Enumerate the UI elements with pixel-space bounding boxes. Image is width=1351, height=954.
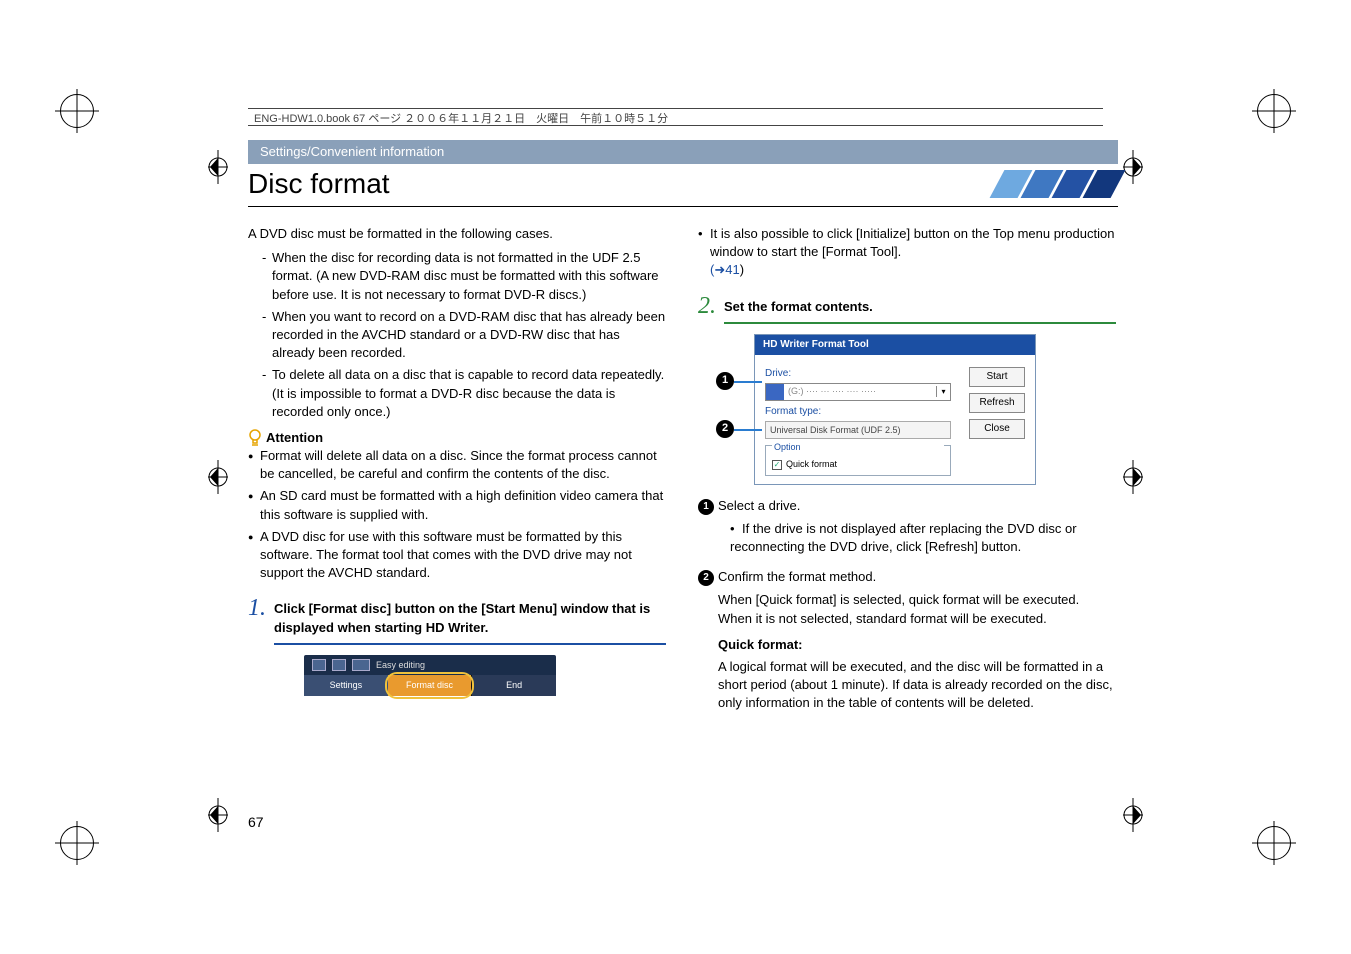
format-type-value: Universal Disk Format (UDF 2.5) xyxy=(765,421,951,439)
format-tool-dialog: HD Writer Format Tool Drive: (G:) ···· ·… xyxy=(754,334,1036,485)
regmark-top-right xyxy=(1257,94,1291,128)
circled-2-icon: 2 xyxy=(698,570,714,586)
quick-format-heading: Quick format: xyxy=(698,636,1116,654)
page-title: Disc format xyxy=(248,168,390,200)
case-item: To delete all data on a disc that is cap… xyxy=(272,366,666,421)
step-number: 1. xyxy=(248,596,266,620)
start-menu-screenshot: Easy editing Settings Format disc End xyxy=(304,655,556,696)
s1-bullet: If the drive is not displayed after repl… xyxy=(730,521,1077,554)
quick-format-label: Quick format xyxy=(786,458,837,471)
thumb-icon xyxy=(352,659,370,671)
format-disc-button[interactable]: Format disc xyxy=(388,675,472,696)
intro: A DVD disc must be formatted in the foll… xyxy=(248,225,666,243)
bullet-icon xyxy=(698,225,710,280)
thumb-icon xyxy=(332,659,346,671)
close-button[interactable]: Close xyxy=(969,419,1025,439)
refresh-button[interactable]: Refresh xyxy=(969,393,1025,413)
circled-1-icon: 1 xyxy=(698,499,714,515)
option-group: Option ✓ Quick format xyxy=(765,445,951,476)
start-button[interactable]: Start xyxy=(969,367,1025,387)
content: Settings/Convenient information Disc for… xyxy=(248,140,1118,712)
regmark-bottom-left xyxy=(60,826,94,860)
s2-body: When [Quick format] is selected, quick f… xyxy=(698,591,1116,627)
xref-close: ) xyxy=(740,262,744,277)
title-stripes xyxy=(997,170,1118,198)
top-bullet: It is also possible to click [Initialize… xyxy=(710,226,1114,259)
quick-format-checkbox[interactable]: ✓ xyxy=(772,460,782,470)
step-number: 2. xyxy=(698,294,716,318)
case-item: When the disc for recording data is not … xyxy=(272,249,666,304)
sub-1: 1 Select a drive. If the drive is not dis… xyxy=(698,497,1116,556)
dialog-title: HD Writer Format Tool xyxy=(755,335,1035,355)
sub-2: 2 Confirm the format method. When [Quick … xyxy=(698,568,1116,712)
end-button[interactable]: End xyxy=(471,675,556,696)
regmark-bottom-right xyxy=(1257,826,1291,860)
dropdown-arrow-icon[interactable]: ▾ xyxy=(936,386,950,397)
drive-value: (G:) ···· ··· ···· ···· ····· xyxy=(784,385,936,398)
regmark-top-left xyxy=(60,94,94,128)
format-dialog-wrap: 1 2 HD Writer Format Tool Drive: (G:) ··… xyxy=(754,334,1116,485)
attention-item: A DVD disc for use with this software mu… xyxy=(260,528,666,583)
regmark-side xyxy=(1123,460,1143,494)
regmark-side xyxy=(208,460,228,494)
quick-format-body: A logical format will be executed, and t… xyxy=(698,658,1116,713)
callout-1: 1 xyxy=(716,372,734,390)
regmark-side xyxy=(1123,150,1143,184)
drive-select[interactable]: (G:) ···· ··· ···· ···· ····· ▾ xyxy=(765,383,951,401)
step-2: 2. Set the format contents. xyxy=(698,294,1116,324)
page: { "bookHeader": "ENG-HDW1.0.book 67 ページ … xyxy=(0,0,1351,954)
col-right: It is also possible to click [Initialize… xyxy=(698,225,1116,712)
callout-2: 2 xyxy=(716,420,734,438)
step-1: 1. Click [Format disc] button on the [St… xyxy=(248,596,666,644)
bullet-icon xyxy=(730,520,742,538)
case-item: When you want to record on a DVD-RAM dis… xyxy=(272,308,666,363)
page-number: 67 xyxy=(248,814,264,830)
bulb-icon xyxy=(248,429,262,447)
attention-item: Format will delete all data on a disc. S… xyxy=(260,447,666,483)
settings-button[interactable]: Settings xyxy=(304,675,388,696)
easy-editing-label: Easy editing xyxy=(376,659,425,672)
thumb-icon xyxy=(312,659,326,671)
cases-list: -When the disc for recording data is not… xyxy=(248,249,666,421)
s2-title: Confirm the format method. xyxy=(718,569,876,584)
book-header: ENG-HDW1.0.book 67 ページ ２００６年１１月２１日 火曜日 午… xyxy=(248,108,1103,126)
attention-header: Attention xyxy=(248,429,666,447)
attention-label: Attention xyxy=(266,429,323,447)
step-text: Set the format contents. xyxy=(724,294,1116,316)
col-left: A DVD disc must be formatted in the foll… xyxy=(248,225,666,712)
columns: A DVD disc must be formatted in the foll… xyxy=(248,225,1118,712)
s1-title: Select a drive. xyxy=(718,498,800,513)
attention-item: An SD card must be formatted with a high… xyxy=(260,487,666,523)
title-row: Disc format xyxy=(248,168,1118,207)
option-legend: Option xyxy=(772,441,944,454)
regmark-side xyxy=(208,150,228,184)
regmark-side xyxy=(1123,798,1143,832)
section-tab: Settings/Convenient information xyxy=(248,140,1118,164)
xref-number[interactable]: 41 xyxy=(725,262,739,277)
step-text: Click [Format disc] button on the [Start… xyxy=(274,596,666,636)
regmark-side xyxy=(208,798,228,832)
xref-open: (➜ xyxy=(710,262,725,277)
